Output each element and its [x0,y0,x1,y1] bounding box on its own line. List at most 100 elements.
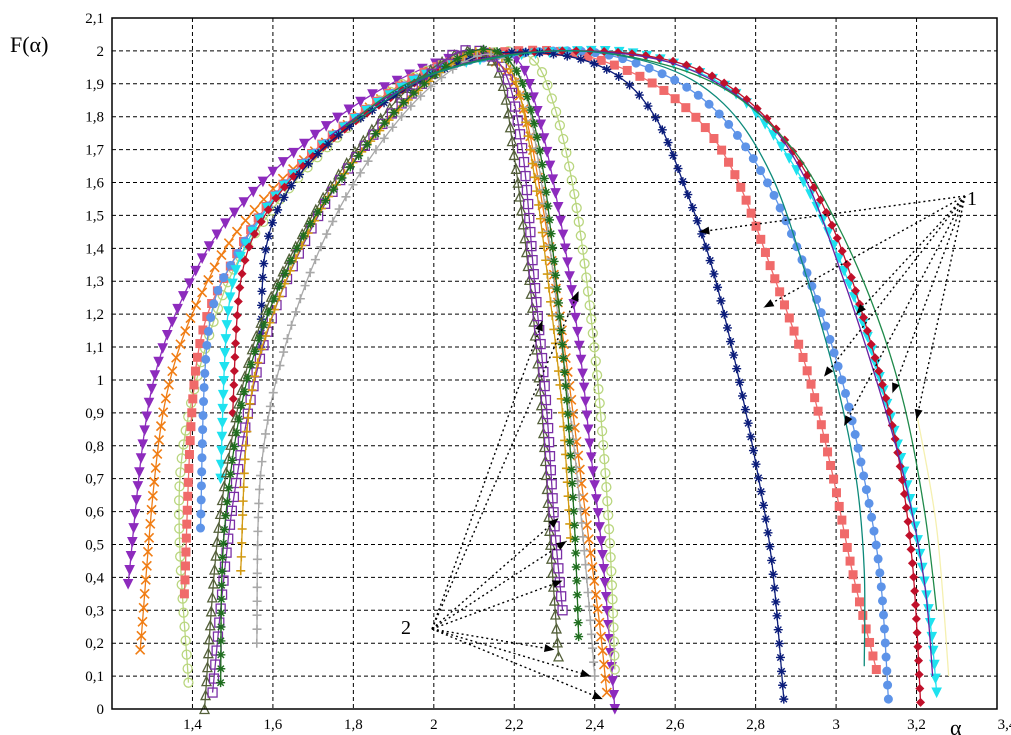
data-point [198,425,208,435]
data-point [544,283,554,293]
arrowhead [763,299,775,308]
data-point [231,226,243,237]
data-point [550,622,563,634]
x-tick-label: 1,6 [264,717,283,733]
data-point [609,60,619,70]
data-point [355,168,365,178]
data-point [268,388,278,398]
data-point [196,495,206,505]
data-point [704,99,714,109]
data-point [252,638,262,648]
data-point [252,624,262,634]
data-point [286,181,296,191]
data-point [255,484,265,494]
data-point [184,278,195,290]
data-point [916,697,926,707]
data-point [709,269,719,279]
data-point [683,190,693,200]
data-point [161,329,173,341]
data-point [931,687,942,699]
data-point [608,690,620,701]
data-point [821,321,831,331]
data-point [145,518,156,529]
data-point [139,588,150,599]
data-point [541,255,551,265]
data-point [599,453,610,465]
data-point [823,447,833,457]
data-point [180,635,191,646]
data-point [763,528,773,538]
data-point [605,552,616,563]
data-point [305,219,315,229]
data-point [544,160,556,172]
data-point [573,216,584,227]
data-point [837,515,847,525]
data-point [562,51,572,61]
data-point [534,385,546,397]
data-point [345,121,355,131]
x-tick-label: 3,4 [998,717,1011,733]
data-point [607,594,618,605]
data-point [527,159,537,169]
data-point [573,618,583,628]
data-point [134,467,145,478]
data-point [253,358,263,368]
data-point [182,519,192,529]
data-point [541,146,553,158]
data-point [261,245,271,255]
data-point [217,403,229,415]
data-point [763,178,773,188]
data-point [192,352,202,362]
data-point [566,285,577,296]
data-point [582,424,594,436]
data-point [453,54,463,64]
data-point [607,608,619,619]
data-point [572,576,582,586]
data-point [309,129,321,141]
data-point [553,563,564,574]
data-point [682,82,692,92]
y-tick-label: 0,4 [85,570,104,586]
data-point [524,78,535,90]
data-point [506,135,518,147]
data-point [768,569,778,579]
data-point [240,255,250,265]
data-point [853,443,863,453]
data-point [564,423,574,433]
data-point [772,611,782,621]
data-point [125,551,137,562]
data-point [592,508,604,519]
data-point [516,143,528,154]
data-point [806,379,816,389]
data-point [503,55,513,65]
data-point [196,523,205,533]
y-tick-label: 0,5 [85,537,104,553]
data-point [171,352,182,363]
data-point [254,333,264,343]
data-point [837,375,847,385]
data-point [180,561,190,571]
data-point [536,67,548,78]
data-point [880,638,890,648]
data-point [515,90,525,100]
data-point [184,463,194,473]
data-point [292,243,302,253]
data-point [275,361,285,371]
data-point [153,356,164,368]
data-point [558,133,569,145]
data-point [243,413,253,423]
data-point [424,76,434,86]
data-point [182,505,192,515]
y-tick-label: 1,4 [85,241,104,257]
data-point [472,51,482,61]
data-point [579,258,590,269]
data-point [829,474,839,484]
data-point [910,586,920,596]
data-point [604,538,616,549]
data-point [538,133,550,144]
y-tick-label: 0,6 [85,505,104,521]
data-point [625,80,635,90]
data-point [216,608,226,618]
data-point [565,437,575,447]
data-point [321,196,331,206]
